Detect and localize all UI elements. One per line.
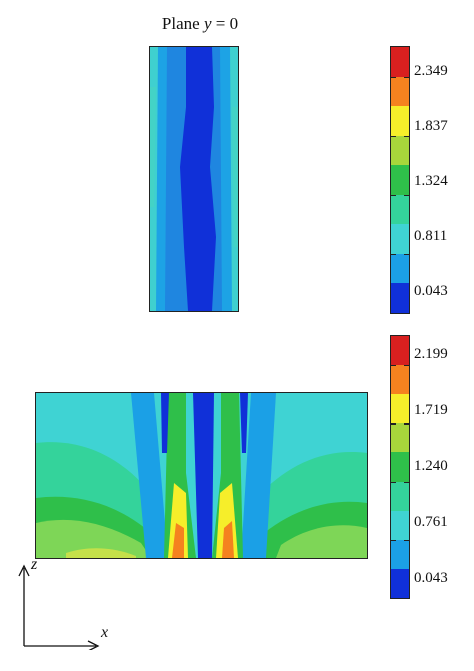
colorbar-tick-mark <box>404 135 409 137</box>
bottom-contour-plot <box>35 392 368 559</box>
colorbar-tick-mark <box>391 423 396 425</box>
colorbar-segment <box>391 135 409 166</box>
colorbar-tick-mark <box>391 76 396 78</box>
colorbar-segment <box>391 510 409 541</box>
colorbar-top-tick-4: 0.043 <box>414 283 448 299</box>
colorbar-segment <box>391 452 409 483</box>
colorbar-segment <box>391 423 409 453</box>
colorbar-bottom-tick-1: 1.719 <box>414 402 448 418</box>
colorbar-tick-mark <box>404 76 409 78</box>
colorbar-bottom-tick-3: 0.761 <box>414 514 448 530</box>
colorbar-bottom-tick-2: 1.240 <box>414 458 448 474</box>
colorbar-top-tick-2: 1.324 <box>414 173 448 189</box>
colorbar-segment <box>391 481 409 512</box>
colorbar-tick-mark <box>404 539 409 541</box>
colorbar-tick-mark <box>391 135 396 137</box>
colorbar-tick-mark <box>391 194 396 196</box>
colorbar-segment <box>391 283 409 313</box>
colorbar-bottom-tick-0: 2.199 <box>414 346 448 362</box>
colorbar-tick-mark <box>404 194 409 196</box>
colorbar-top-labels: 2.349 1.837 1.324 0.811 0.043 <box>414 46 474 312</box>
colorbar-tick-mark <box>404 481 409 483</box>
axis-indicator <box>18 564 100 650</box>
colorbar-bottom <box>390 335 410 599</box>
title-prefix: Plane <box>161 14 204 33</box>
colorbar-segment <box>391 194 409 225</box>
colorbar-segment <box>391 568 409 598</box>
title-suffix: = 0 <box>211 14 239 33</box>
colorbar-tick-mark <box>391 539 396 541</box>
colorbar-top-tick-1: 1.837 <box>414 118 448 134</box>
colorbar-top-tick-0: 2.349 <box>414 63 448 79</box>
colorbar-segment <box>391 394 409 424</box>
colorbar-tick-mark <box>404 253 409 256</box>
axis-label-x: x <box>101 624 109 641</box>
colorbar-bottom-tick-4: 0.043 <box>414 570 448 586</box>
colorbar-segment <box>391 76 409 107</box>
colorbar-segment <box>391 165 409 196</box>
top-plot-title: Plane y = 0 <box>120 14 280 34</box>
colorbar-tick-mark <box>404 423 409 425</box>
title-variable: y <box>203 14 212 33</box>
top-contour-plot <box>149 46 239 312</box>
colorbar-segment <box>391 539 409 570</box>
colorbar-segment <box>391 336 409 366</box>
colorbar-tick-mark <box>391 253 396 256</box>
colorbar-segment <box>391 224 409 255</box>
bottom-contour-image <box>36 393 367 558</box>
colorbar-bottom-labels: 2.199 1.719 1.240 0.761 0.043 <box>414 335 474 597</box>
colorbar-segment <box>391 253 409 284</box>
colorbar-segment <box>391 365 409 395</box>
colorbar-segment <box>391 106 409 137</box>
axis-label-z: z <box>31 556 38 573</box>
colorbar-segment <box>391 47 409 78</box>
colorbar-tick-mark <box>391 365 396 367</box>
colorbar-top <box>390 46 410 314</box>
top-contour-image <box>150 47 238 311</box>
colorbar-tick-mark <box>391 481 396 483</box>
colorbar-tick-mark <box>404 365 409 367</box>
colorbar-top-tick-3: 0.811 <box>414 228 448 244</box>
